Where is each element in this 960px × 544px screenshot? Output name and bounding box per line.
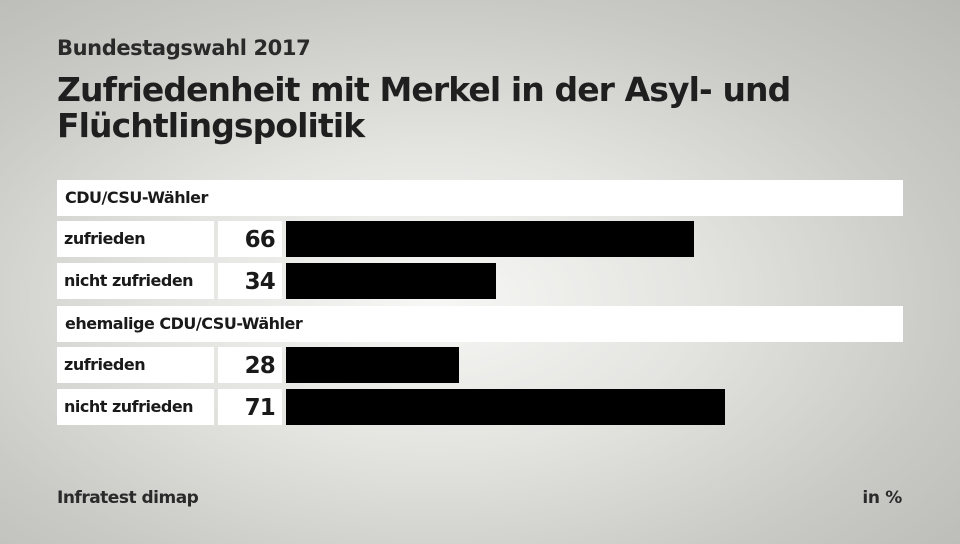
row-value: 66 bbox=[218, 221, 282, 257]
bar bbox=[286, 347, 460, 383]
unit-label: in % bbox=[862, 488, 902, 508]
row-label: zufrieden bbox=[57, 347, 214, 383]
group-header-ehemalige: ehemalige CDU/CSU-Wähler bbox=[57, 306, 903, 342]
row-label: zufrieden bbox=[57, 221, 214, 257]
row-value: 34 bbox=[218, 263, 282, 299]
group-header-cdu-csu: CDU/CSU-Wähler bbox=[57, 180, 903, 216]
row-value: 28 bbox=[218, 347, 282, 383]
bar bbox=[286, 263, 497, 299]
bar bbox=[286, 389, 725, 425]
bar bbox=[286, 221, 694, 257]
chart-title: Zufriedenheit mit Merkel in der Asyl- un… bbox=[57, 70, 791, 145]
row-label: nicht zufrieden bbox=[57, 389, 214, 425]
row-value: 71 bbox=[218, 389, 282, 425]
row-label: nicht zufrieden bbox=[57, 263, 214, 299]
source-label: Infratest dimap bbox=[57, 488, 199, 508]
chart-subtitle: Bundestagswahl 2017 bbox=[57, 36, 311, 60]
